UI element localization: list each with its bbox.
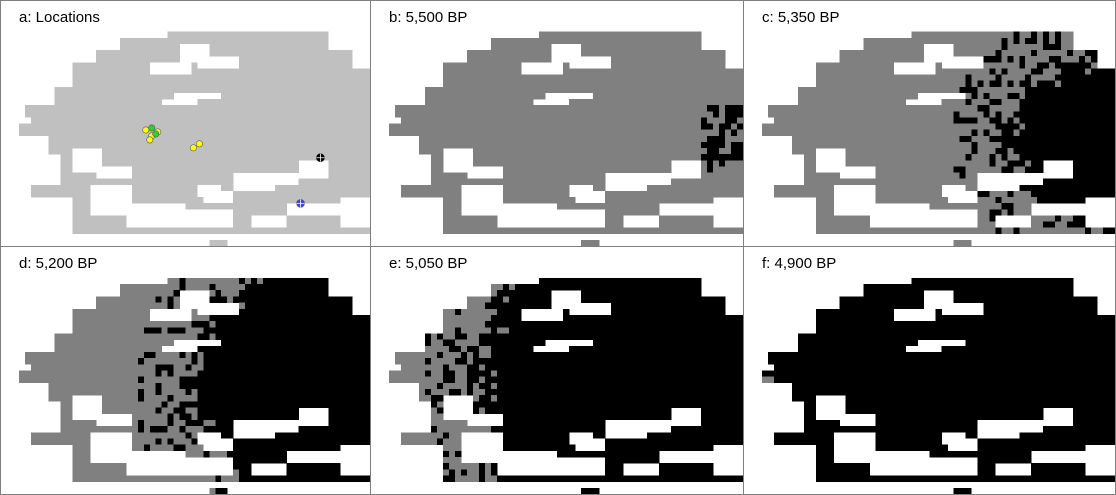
green-site-cluster-marker bbox=[152, 130, 160, 138]
map-f bbox=[744, 247, 1115, 494]
panel-b: b: 5,500 BP bbox=[371, 0, 744, 247]
panel-title-d: d: 5,200 BP bbox=[19, 255, 98, 272]
land-cells bbox=[18, 277, 370, 494]
panel-a: a: Locations bbox=[0, 0, 371, 247]
map-a bbox=[1, 1, 370, 246]
map-c bbox=[744, 1, 1115, 246]
land-cells bbox=[761, 277, 1115, 494]
blue-site-crosshair bbox=[296, 199, 305, 208]
yellow-site-pair-marker bbox=[189, 144, 197, 152]
green-site-cluster-marker bbox=[148, 124, 156, 132]
panel-title-a: a: Locations bbox=[19, 9, 100, 26]
land-cells bbox=[18, 31, 370, 246]
panel-title-c: c: 5,350 BP bbox=[762, 9, 840, 26]
panel-title-f: f: 4,900 BP bbox=[762, 255, 837, 272]
yellow-site-pair-marker bbox=[195, 140, 203, 148]
map-e bbox=[371, 247, 743, 494]
land-cells bbox=[761, 31, 1115, 246]
map-b bbox=[371, 1, 743, 246]
panel-e: e: 5,050 BP bbox=[371, 247, 744, 495]
map-d bbox=[1, 247, 370, 494]
panel-d: d: 5,200 BP bbox=[0, 247, 371, 495]
panel-title-b: b: 5,500 BP bbox=[389, 9, 468, 26]
land-cells bbox=[389, 277, 743, 494]
panel-title-e: e: 5,050 BP bbox=[389, 255, 468, 272]
black-site-crosshair bbox=[316, 153, 325, 162]
yellow-site-cluster-marker bbox=[142, 126, 150, 134]
yellow-site-cluster-marker bbox=[146, 136, 154, 144]
panel-f: f: 4,900 BP bbox=[744, 247, 1116, 495]
panel-c: c: 5,350 BP bbox=[744, 0, 1116, 247]
land-cells bbox=[389, 31, 743, 246]
